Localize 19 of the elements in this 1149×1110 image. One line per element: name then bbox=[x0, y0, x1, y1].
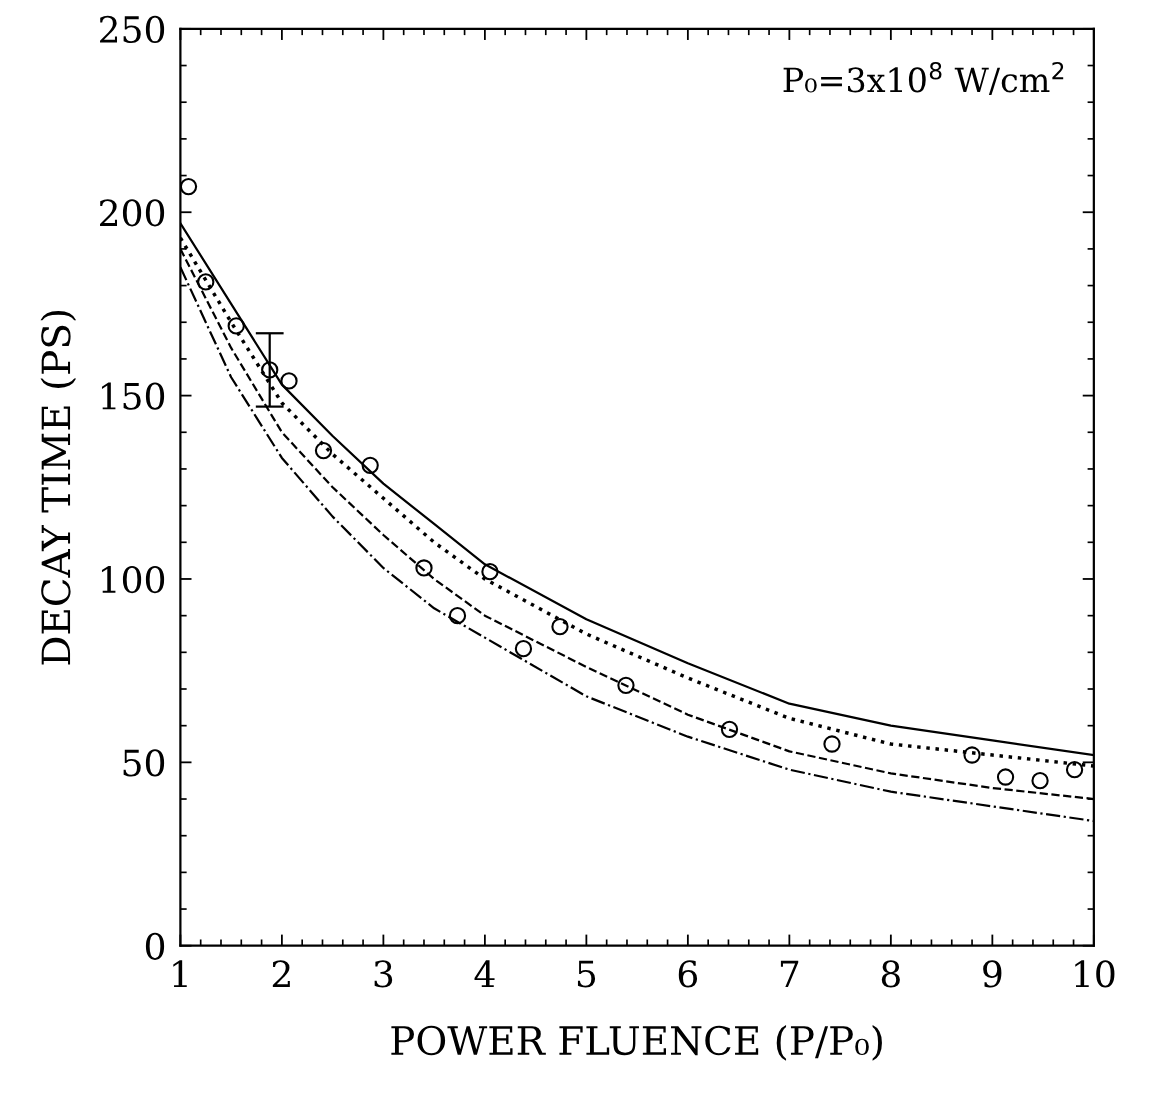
x-tick-label: 4 bbox=[474, 960, 495, 988]
y-tick-label: 150 bbox=[101, 382, 165, 410]
y-tick-label: 0 bbox=[145, 932, 165, 960]
x-tick-label: 6 bbox=[678, 960, 698, 988]
y-axis-title: DECAY TIME (PS) bbox=[40, 310, 77, 665]
x-tick-label: 2 bbox=[272, 960, 290, 988]
y-tick-label: 100 bbox=[101, 565, 165, 594]
x-tick-label: 8 bbox=[881, 960, 900, 988]
x-axis-title: POWER FLUENCE (P/P₀) bbox=[391, 1025, 882, 1061]
y-tick-label: 200 bbox=[100, 199, 165, 227]
x-tick-label: 1 bbox=[173, 960, 187, 988]
y-tick-label: 50 bbox=[123, 749, 165, 777]
x-tick-label: 7 bbox=[780, 960, 799, 988]
y-tick-label: 250 bbox=[100, 15, 165, 44]
x-tick-label: 3 bbox=[374, 960, 393, 988]
x-tick-label: 10 bbox=[1075, 960, 1115, 988]
annotation: P₀=3x10$^{8}$ W/cm$^{2}$ bbox=[783, 61, 1064, 96]
x-tick-label: 9 bbox=[983, 960, 1002, 988]
x-tick-label: 5 bbox=[577, 960, 596, 988]
